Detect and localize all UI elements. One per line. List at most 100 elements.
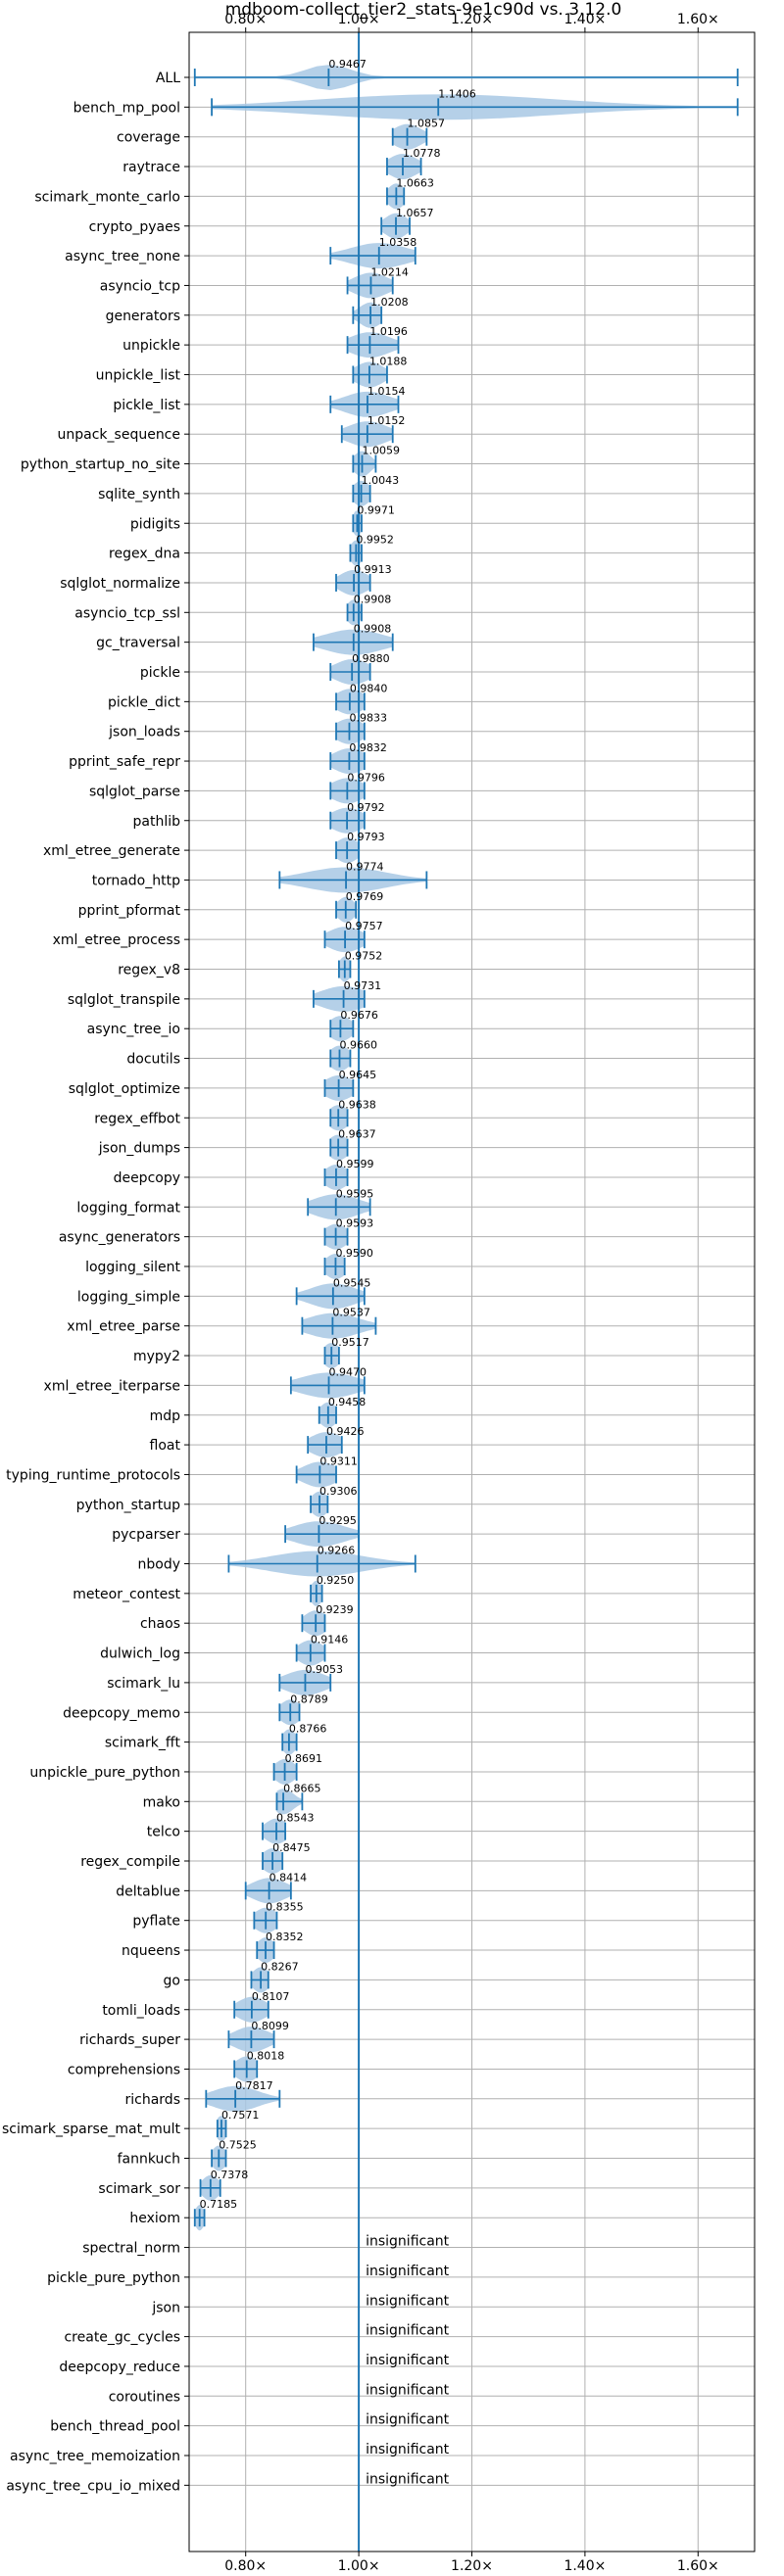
x-tick-label-top: 1.20×	[451, 12, 493, 27]
benchmark-label: pycparser	[112, 1527, 180, 1543]
benchmark-label: xml_etree_process	[53, 932, 180, 948]
value-label: 0.9833	[349, 712, 387, 725]
value-label: 0.9645	[339, 1069, 377, 1081]
benchmark-label: pickle_list	[113, 398, 180, 413]
benchmark-label: generators	[106, 309, 180, 324]
value-label: 0.9545	[333, 1276, 371, 1289]
value-label: 0.9676	[340, 1009, 378, 1022]
benchmark-label: deltablue	[116, 1884, 180, 1899]
benchmark-label: json_loads	[108, 725, 180, 740]
benchmark-label: logging_format	[76, 1200, 180, 1216]
benchmark-label: logging_simple	[77, 1289, 180, 1305]
value-label: 1.0778	[403, 147, 441, 160]
value-label: 0.9793	[347, 831, 385, 843]
benchmark-label: fannkuch	[118, 2152, 180, 2168]
value-label: 1.0059	[363, 445, 401, 457]
value-label: 0.9913	[354, 563, 392, 576]
benchmark-label: asyncio_tcp_ssl	[74, 605, 180, 621]
benchmark-label: pathlib	[133, 814, 181, 830]
value-label: 0.9146	[311, 1634, 349, 1646]
value-label: 0.8018	[247, 2049, 284, 2062]
value-label: 0.8355	[266, 1901, 304, 1914]
value-label: 0.7817	[235, 2079, 273, 2092]
benchmark-label: crypto_pyaes	[89, 219, 180, 235]
benchmark-label: scimark_fft	[105, 1736, 181, 1751]
benchmark-label: python_startup	[76, 1498, 180, 1513]
benchmark-label: mdp	[150, 1408, 181, 1424]
benchmark-label: xml_etree_parse	[67, 1319, 180, 1335]
benchmark-label: json_dumps	[98, 1141, 180, 1157]
benchmark-label: richards	[125, 2092, 181, 2108]
value-label: 0.9832	[349, 741, 387, 754]
value-label: 1.0358	[379, 236, 417, 249]
value-label: 0.9053	[305, 1663, 343, 1676]
benchmark-label: bench_mp_pool	[74, 100, 180, 116]
benchmark-label: spectral_norm	[82, 2241, 180, 2257]
benchmark-label: raytrace	[122, 160, 180, 175]
benchmark-label: bench_thread_pool	[50, 2419, 180, 2435]
value-label: 0.9769	[346, 890, 384, 903]
value-label: 0.9952	[356, 534, 394, 547]
benchmark-label: pickle_pure_python	[47, 2270, 180, 2286]
value-label: 0.8414	[270, 1871, 308, 1884]
benchmark-label: python_startup_no_site	[21, 457, 180, 473]
benchmark-label: sqlite_synth	[98, 487, 180, 502]
chart-title: mdboom-collect_tier2_stats-9e1c90d vs. 3…	[225, 0, 622, 20]
benchmark-label: scimark_monte_carlo	[34, 189, 180, 205]
benchmark-label: hexiom	[129, 2211, 180, 2226]
value-label: 0.8789	[290, 1693, 328, 1705]
benchmark-label: asyncio_tcp	[100, 278, 180, 294]
value-label: 0.8543	[276, 1812, 315, 1825]
benchmark-label: docutils	[126, 1052, 180, 1068]
benchmark-label: sqlglot_optimize	[69, 1081, 180, 1097]
value-label: 0.8766	[289, 1723, 327, 1736]
value-label: 0.8691	[285, 1752, 323, 1765]
x-tick-label-bottom: 1.20×	[451, 2558, 493, 2574]
value-label: 1.0152	[368, 414, 406, 427]
value-label: 0.9908	[354, 623, 392, 636]
benchmark-label: scimark_lu	[107, 1676, 180, 1692]
value-label: 1.0663	[396, 176, 434, 189]
benchmark-label: unpickle_pure_python	[29, 1765, 180, 1781]
value-label: 0.7525	[219, 2139, 256, 2152]
benchmark-label: async_tree_io	[87, 1022, 180, 1037]
benchmark-label: deepcopy_memo	[63, 1705, 180, 1721]
benchmark-label: regex_compile	[80, 1854, 180, 1870]
benchmark-label: regex_dna	[109, 547, 180, 562]
value-label: 0.9840	[350, 682, 388, 694]
benchmark-label: meteor_contest	[73, 1587, 180, 1602]
value-label: 1.0857	[408, 118, 446, 130]
benchmark-label: scimark_sor	[98, 2181, 180, 2197]
value-label: 0.7378	[211, 2169, 249, 2181]
x-tick-label-bottom: 1.60×	[677, 2558, 719, 2574]
value-label: 0.7185	[200, 2198, 238, 2211]
value-label: 0.8352	[266, 1931, 304, 1943]
value-label: 0.9311	[319, 1455, 358, 1467]
value-label: 0.8475	[272, 1841, 311, 1854]
benchmark-label: xml_etree_generate	[43, 843, 180, 859]
benchmark-label: regex_effbot	[94, 1111, 180, 1126]
value-label: 0.9599	[336, 1158, 374, 1170]
benchmark-label: richards_super	[79, 2032, 180, 2048]
benchmark-label: dulwich_log	[100, 1646, 180, 1662]
value-label: 1.0208	[370, 296, 409, 309]
benchmark-label: telco	[147, 1825, 180, 1840]
value-label: 0.9426	[326, 1425, 365, 1438]
benchmark-label: mako	[143, 1794, 180, 1810]
benchmark-label: go	[164, 1973, 180, 1988]
benchmark-label: ALL	[156, 71, 180, 86]
value-label: 0.9517	[331, 1336, 369, 1349]
x-tick-label-bottom: 1.00×	[338, 2558, 380, 2574]
benchmark-label: pprint_pformat	[78, 903, 181, 919]
benchmark-label: coverage	[117, 130, 180, 146]
benchmark-label: nbody	[138, 1557, 181, 1573]
benchmark-label: regex_v8	[118, 963, 180, 978]
x-tick-label-top: 1.00×	[338, 12, 380, 27]
benchmark-label: float	[150, 1438, 181, 1454]
benchmark-label: pyflate	[132, 1914, 180, 1930]
value-label: 1.0214	[370, 265, 409, 278]
x-tick-label-top: 1.60×	[677, 12, 719, 27]
value-label: 0.9637	[338, 1128, 376, 1141]
benchmark-label: sqlglot_transpile	[68, 992, 180, 1008]
value-label: 0.9593	[336, 1217, 374, 1230]
